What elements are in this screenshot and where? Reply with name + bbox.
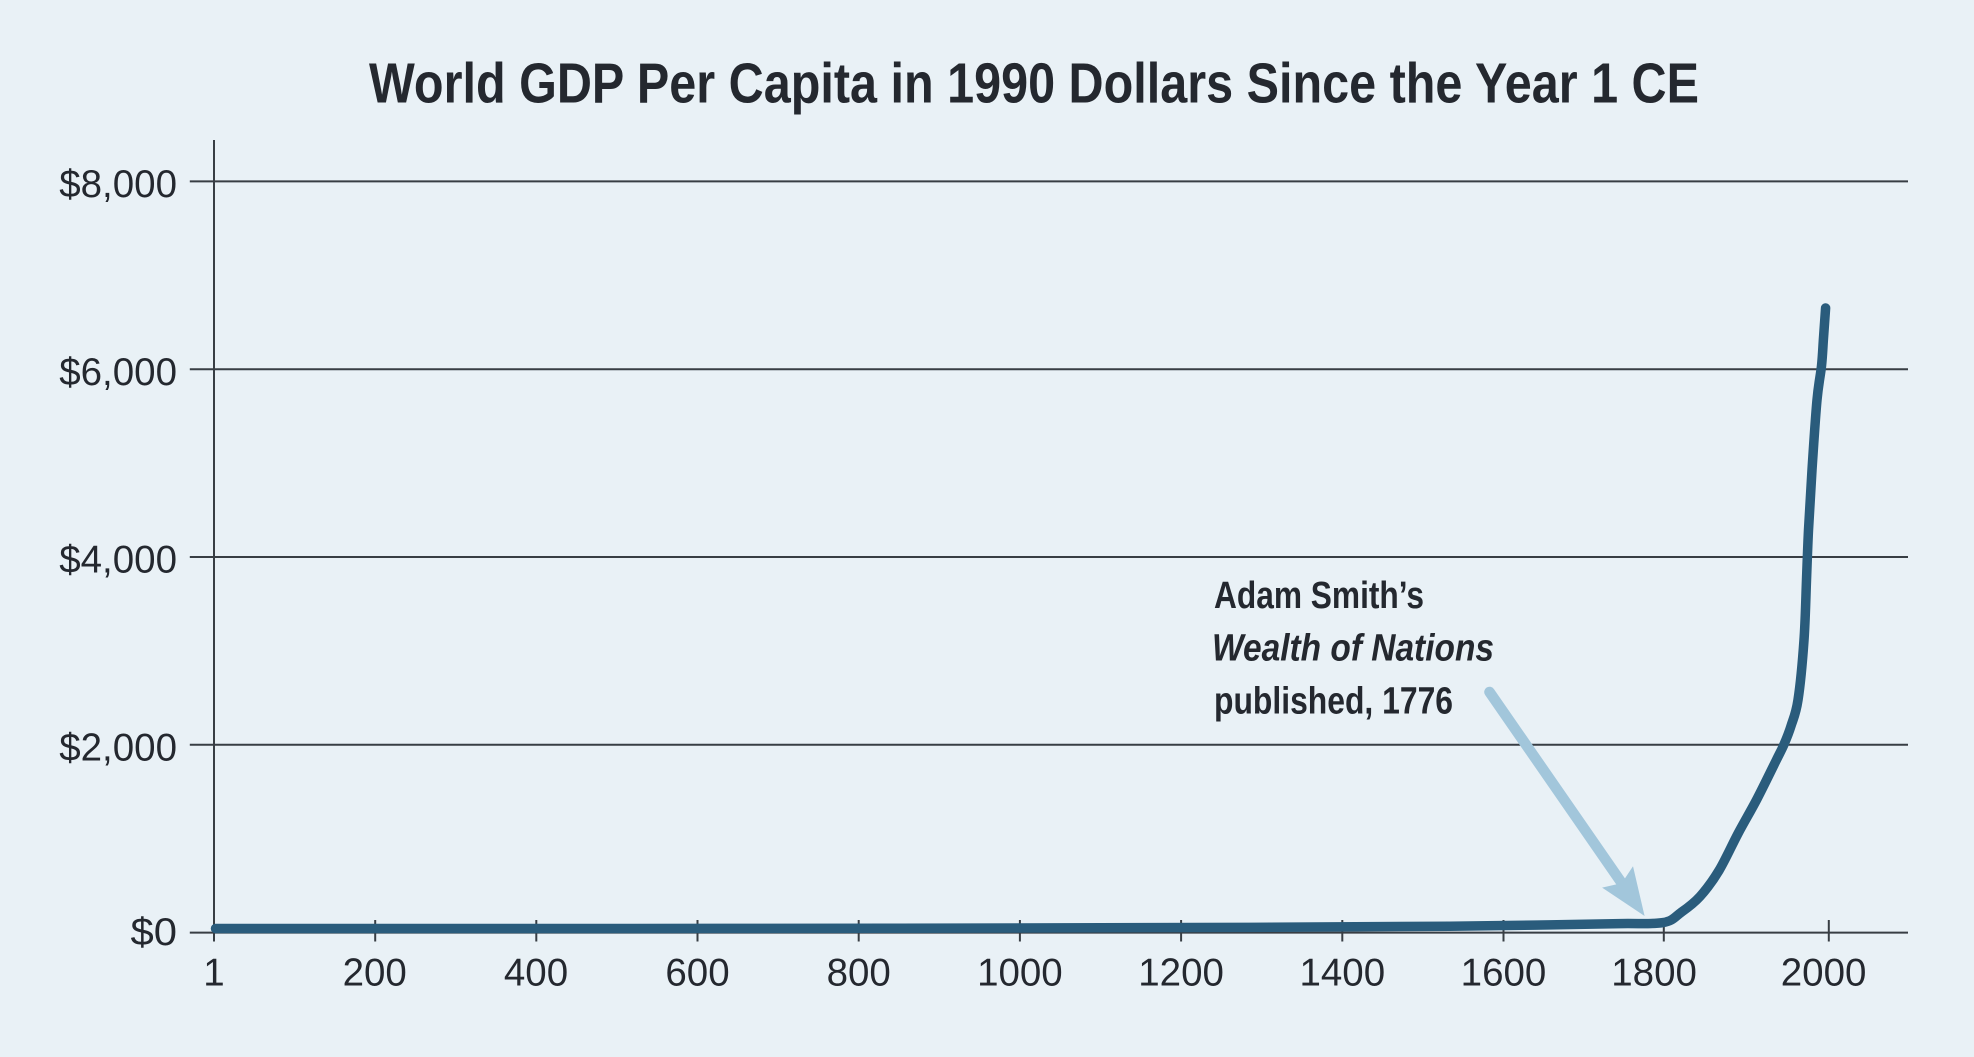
svg-text:1600: 1600 [1461, 952, 1547, 995]
svg-text:1000: 1000 [977, 952, 1063, 995]
svg-text:800: 800 [827, 952, 891, 995]
svg-text:600: 600 [665, 952, 729, 995]
svg-text:1400: 1400 [1299, 952, 1385, 995]
svg-text:$8,000: $8,000 [59, 163, 177, 206]
svg-text:2000: 2000 [1781, 952, 1867, 995]
svg-text:Adam Smith’s: Adam Smith’s [1214, 575, 1424, 617]
svg-text:200: 200 [343, 952, 407, 995]
svg-text:1800: 1800 [1611, 952, 1697, 995]
svg-text:1: 1 [203, 952, 224, 995]
svg-text:$2,000: $2,000 [59, 727, 177, 770]
svg-text:$4,000: $4,000 [59, 539, 177, 582]
svg-text:400: 400 [504, 952, 568, 995]
svg-text:$0: $0 [131, 911, 178, 954]
svg-text:published, 1776: published, 1776 [1214, 681, 1453, 723]
svg-text:Wealth of Nations: Wealth of Nations [1212, 628, 1494, 670]
svg-text:$6,000: $6,000 [59, 351, 177, 394]
svg-text:World GDP Per Capita in 1990 D: World GDP Per Capita in 1990 Dollars Sin… [369, 52, 1699, 115]
svg-text:1200: 1200 [1138, 952, 1224, 995]
